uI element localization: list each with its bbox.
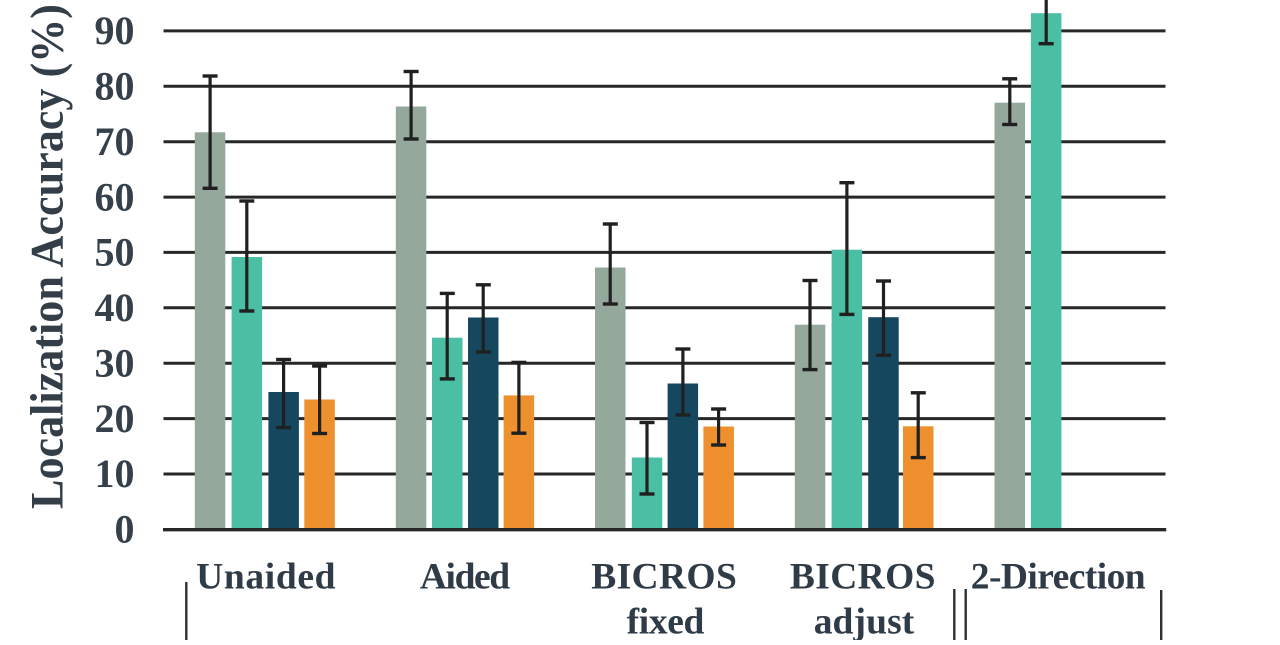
svg-text:70: 70 [95,119,135,164]
svg-text:80: 80 [95,64,135,109]
svg-text:Localization Accuracy (%): Localization Accuracy (%) [22,4,74,509]
svg-text:50: 50 [95,230,135,275]
svg-text:BICROS: BICROS [790,557,936,598]
svg-text:BICROS: BICROS [591,557,737,598]
svg-text:Aided: Aided [420,557,510,598]
svg-text:0: 0 [115,507,135,552]
svg-text:60: 60 [95,174,135,219]
svg-text:40: 40 [95,285,135,330]
svg-text:10: 10 [95,451,135,496]
svg-text:fixed: fixed [627,601,705,640]
svg-text:30: 30 [95,340,135,385]
svg-text:Unaided: Unaided [196,557,336,598]
svg-text:90: 90 [95,8,135,53]
svg-text:20: 20 [95,396,135,441]
svg-text:2-Direction: 2-Direction [971,557,1146,598]
svg-text:adjust: adjust [814,601,915,640]
